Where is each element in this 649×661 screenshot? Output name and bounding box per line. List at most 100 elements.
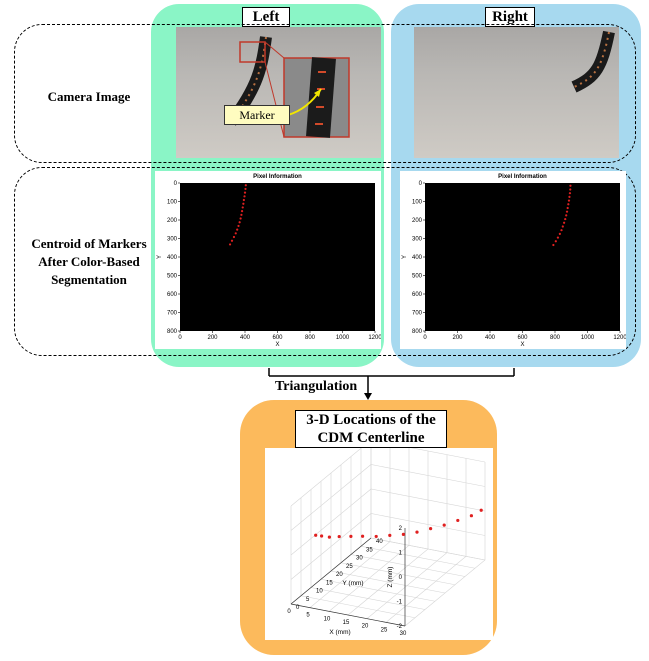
left-centroid-point [238, 221, 241, 224]
centerline-point [469, 514, 473, 518]
right-centroid-point [563, 221, 566, 224]
y-tick-label-3d: 25 [346, 564, 353, 570]
centerline-point [337, 534, 341, 539]
centroid-row [14, 167, 636, 356]
camera-image-row [14, 24, 636, 163]
right-x-axis-label: X [520, 342, 524, 348]
centerline-3d-plot: 0 5 10 15 20 25 30 0 5 10 15 20 25 30 35 40 -2 -1 0 1 2 X (mm… [265, 448, 493, 640]
right-centroid-point [566, 206, 569, 210]
z-tick-label-3d: -2 [397, 624, 403, 630]
z-axis-label-3d: Z (mm) [387, 567, 394, 588]
z-tick-label-3d: 1 [399, 551, 403, 557]
y-axis-label-3d: Y (mm) [342, 580, 363, 587]
right-centroid-point [552, 243, 555, 247]
right-x-tick-label: 600 [517, 335, 528, 341]
triangulation-label: Triangulation [275, 379, 358, 394]
grid-line-z [290, 513, 486, 580]
z-tick-label-3d: -1 [397, 600, 403, 606]
centerline-point [456, 518, 460, 523]
grid-line-x [404, 462, 486, 627]
y-tick-label-3d: 5 [306, 597, 310, 603]
right-x-tick-label: 1000 [581, 335, 595, 341]
x-tick-label-3d: 30 [400, 631, 407, 637]
right-plot-area [425, 183, 620, 331]
right-centroid-point [561, 225, 564, 228]
grid-line-z [290, 488, 486, 556]
left-x-tick-label: 800 [305, 335, 316, 341]
left-centroid-point [237, 224, 240, 228]
left-y-tick-label: 100 [167, 200, 178, 206]
centerline-point [327, 535, 331, 539]
left-centroid-point [239, 217, 242, 220]
right-plot-title: Pixel Information [498, 174, 547, 180]
right-x-tick-label: 1200 [613, 335, 626, 341]
y-axis-line [290, 537, 372, 605]
centerline-point [401, 532, 405, 536]
right-y-tick-label: 0 [419, 181, 423, 187]
centroid-label-line-3: Segmentation [51, 272, 127, 287]
x-tick-label-3d: 20 [362, 624, 369, 630]
z-tick-label-3d: 2 [399, 526, 403, 532]
right-title: Right [485, 7, 535, 27]
left-centroid-point [242, 198, 245, 202]
y-tick-label-3d: 40 [376, 539, 383, 545]
left-camera-image [176, 27, 381, 158]
centroid-label: Centroid of Markers After Color-Based Se… [14, 235, 164, 289]
right-pixel-plot: Pixel Information 0 200 400 600 800 1000 1200 0… [400, 171, 626, 349]
left-y-tick-label: 400 [167, 255, 178, 261]
right-centroid-point [554, 240, 557, 243]
left-y-tick-label: 200 [167, 218, 178, 224]
centerline-point [374, 534, 378, 539]
left-y-tick-label: 300 [167, 237, 178, 243]
right-centroid-point [569, 188, 572, 191]
x-tick-label-3d: 15 [343, 620, 350, 626]
right-x-tick-label: 0 [423, 335, 427, 341]
y-tick-label-3d: 15 [326, 580, 333, 586]
left-centroid-point [228, 243, 232, 246]
centerline-point [361, 534, 365, 538]
left-centroid-point [232, 235, 236, 239]
y-tick-label-3d: 30 [356, 556, 363, 562]
grid-line-y [350, 456, 466, 577]
x-tick-label-3d: 5 [306, 613, 310, 619]
left-centroid-point [241, 206, 244, 209]
left-title: Left [242, 7, 290, 27]
right-x-tick-label: 800 [550, 335, 561, 341]
right-y-tick-label: 400 [412, 255, 423, 261]
centroid-label-line-1: Centroid of Markers [31, 236, 147, 251]
marker-callout: Marker [224, 105, 290, 125]
left-x-tick-label: 200 [207, 335, 218, 341]
left-x-tick-label: 400 [240, 335, 251, 341]
left-x-tick-label: 1000 [336, 335, 350, 341]
x-tick-label-3d: 25 [381, 627, 388, 633]
left-y-axis-label: Y [157, 255, 163, 259]
centerline-point [442, 523, 446, 527]
grid-line-x [385, 458, 467, 623]
left-y-tick-label: 800 [167, 329, 178, 335]
centerline-point [415, 530, 419, 534]
left-centroid-point [243, 195, 246, 198]
y-tick-label-3d: 20 [336, 572, 343, 578]
right-y-axis-label: Y [402, 255, 408, 259]
right-plot-svg: 0 200 400 600 800 1000 1200 0 100 200 300 400 500 600… [402, 181, 626, 348]
right-centroid-point [556, 236, 560, 239]
bottom-title-line-2: CDM Centerline [317, 430, 425, 446]
centerline-point [388, 533, 392, 537]
left-centroid-point [242, 202, 245, 205]
left-y-tick-label: 600 [167, 292, 178, 298]
right-y-tick-label: 200 [412, 218, 423, 224]
x-axis-line [290, 603, 406, 627]
centerline-point [479, 508, 483, 512]
right-centroid-point [565, 210, 569, 213]
left-plot-svg: 0 200 400 600 800 1000 1200 0 100 200 300 400 500 600… [157, 181, 381, 348]
y-tick-label-3d: 0 [296, 605, 300, 611]
camera-image-label: Camera Image [47, 89, 131, 104]
left-y-tick-label: 500 [167, 274, 178, 280]
right-centroid-point [560, 229, 563, 232]
right-centroid-point [568, 192, 572, 195]
grid-line-z [290, 448, 486, 507]
left-plot-area [180, 183, 375, 331]
right-y-tick-label: 300 [412, 237, 423, 243]
grid-line-x [366, 454, 448, 619]
right-y-tick-label: 700 [412, 311, 423, 317]
